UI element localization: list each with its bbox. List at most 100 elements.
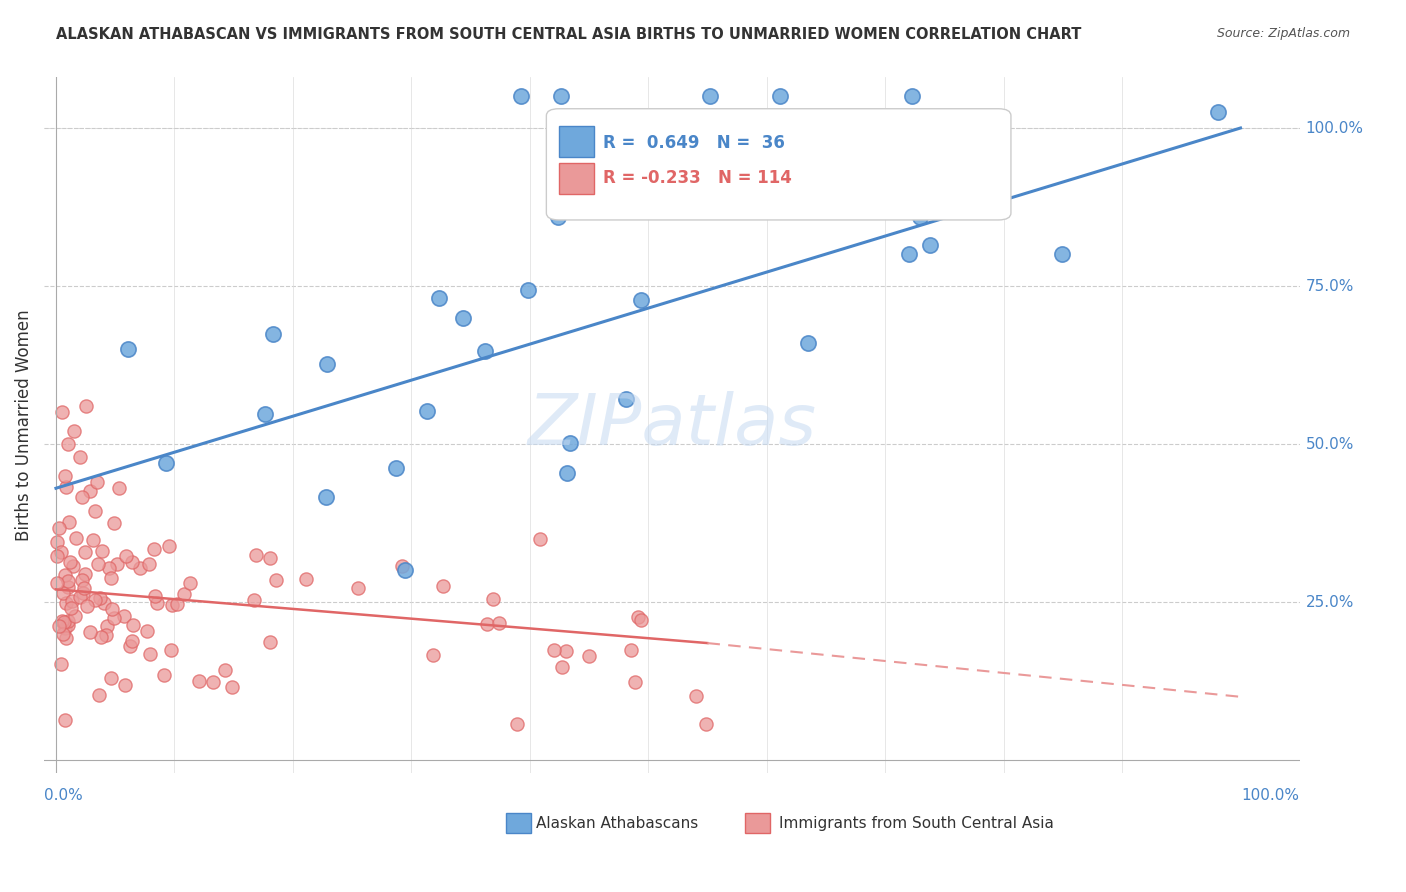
Point bbox=[695, 716, 717, 731]
Point bbox=[107, 481, 129, 495]
Point bbox=[547, 210, 569, 224]
Point bbox=[427, 291, 450, 305]
Point bbox=[675, 161, 697, 176]
Point bbox=[117, 342, 139, 356]
Point bbox=[72, 585, 94, 599]
Point bbox=[675, 182, 697, 196]
Point bbox=[627, 610, 650, 624]
FancyBboxPatch shape bbox=[745, 813, 770, 833]
Text: R = -0.233   N = 114: R = -0.233 N = 114 bbox=[603, 169, 792, 187]
Point bbox=[920, 238, 942, 252]
Point bbox=[699, 89, 721, 103]
Point bbox=[91, 544, 114, 558]
Point bbox=[56, 618, 79, 632]
Point bbox=[51, 657, 73, 671]
Point bbox=[1052, 247, 1074, 261]
Point bbox=[139, 647, 162, 661]
Point bbox=[58, 614, 80, 628]
Point bbox=[121, 634, 143, 648]
Point bbox=[551, 660, 574, 674]
Point bbox=[510, 89, 533, 103]
Text: 25.0%: 25.0% bbox=[1306, 594, 1354, 609]
Point bbox=[214, 663, 236, 677]
Text: Alaskan Athabascans: Alaskan Athabascans bbox=[536, 816, 699, 830]
Point bbox=[630, 613, 652, 627]
Point bbox=[73, 567, 96, 582]
Point bbox=[179, 576, 201, 591]
Point bbox=[901, 89, 924, 103]
Point bbox=[488, 616, 510, 631]
Point bbox=[769, 89, 792, 103]
Point bbox=[259, 551, 281, 566]
Point bbox=[432, 579, 454, 593]
Point bbox=[86, 475, 108, 489]
Point bbox=[76, 599, 98, 613]
Point bbox=[856, 140, 879, 154]
Point bbox=[316, 357, 339, 371]
Point bbox=[89, 591, 111, 606]
Point bbox=[797, 335, 820, 350]
Point bbox=[53, 469, 76, 483]
Point bbox=[422, 648, 444, 662]
Point bbox=[160, 598, 183, 612]
Point bbox=[46, 549, 69, 564]
Point bbox=[55, 631, 77, 645]
Point bbox=[517, 283, 540, 297]
Point bbox=[56, 580, 79, 594]
Point bbox=[384, 460, 406, 475]
Point bbox=[46, 534, 69, 549]
Text: ALASKAN ATHABASCAN VS IMMIGRANTS FROM SOUTH CENTRAL ASIA BIRTHS TO UNMARRIED WOM: ALASKAN ATHABASCAN VS IMMIGRANTS FROM SO… bbox=[56, 27, 1081, 42]
Point bbox=[259, 635, 281, 649]
Point bbox=[903, 125, 925, 139]
Point bbox=[56, 574, 79, 589]
Point bbox=[135, 624, 157, 638]
Point bbox=[908, 210, 931, 224]
Point bbox=[53, 713, 76, 727]
Point bbox=[793, 128, 815, 142]
Point bbox=[870, 191, 893, 205]
Point bbox=[75, 399, 97, 413]
Point bbox=[103, 516, 125, 530]
Point bbox=[48, 618, 70, 632]
FancyBboxPatch shape bbox=[560, 126, 595, 157]
Text: 100.0%: 100.0% bbox=[1306, 120, 1364, 136]
Point bbox=[253, 407, 276, 421]
Point bbox=[138, 558, 160, 572]
Point bbox=[475, 617, 498, 632]
Point bbox=[451, 310, 474, 325]
Text: 50.0%: 50.0% bbox=[1306, 436, 1354, 451]
Point bbox=[122, 617, 145, 632]
Point bbox=[72, 490, 94, 504]
Point bbox=[114, 678, 136, 692]
Point bbox=[187, 674, 209, 689]
Point bbox=[346, 581, 368, 595]
Point bbox=[82, 533, 104, 548]
Point bbox=[107, 557, 129, 571]
Point bbox=[55, 596, 77, 610]
Point bbox=[506, 717, 529, 731]
Point bbox=[555, 466, 578, 480]
Y-axis label: Births to Unmarried Women: Births to Unmarried Women bbox=[15, 310, 32, 541]
Point bbox=[146, 596, 169, 610]
Point bbox=[62, 425, 84, 439]
Text: R =  0.649   N =  36: R = 0.649 N = 36 bbox=[603, 135, 785, 153]
FancyBboxPatch shape bbox=[560, 163, 595, 194]
Point bbox=[142, 541, 165, 556]
Point bbox=[52, 586, 75, 600]
Point bbox=[115, 549, 138, 563]
Point bbox=[166, 597, 188, 611]
Text: 100.0%: 100.0% bbox=[1241, 789, 1299, 804]
Text: 0.0%: 0.0% bbox=[44, 789, 83, 804]
Point bbox=[202, 675, 225, 690]
Point bbox=[51, 615, 73, 629]
Point bbox=[315, 490, 337, 504]
Point bbox=[98, 560, 121, 574]
Point bbox=[160, 642, 183, 657]
Point bbox=[685, 689, 707, 703]
FancyBboxPatch shape bbox=[506, 813, 531, 833]
Point bbox=[173, 587, 195, 601]
Point bbox=[155, 456, 177, 470]
Text: ZIPatlas: ZIPatlas bbox=[527, 391, 817, 459]
Point bbox=[62, 594, 84, 608]
Point bbox=[103, 611, 125, 625]
